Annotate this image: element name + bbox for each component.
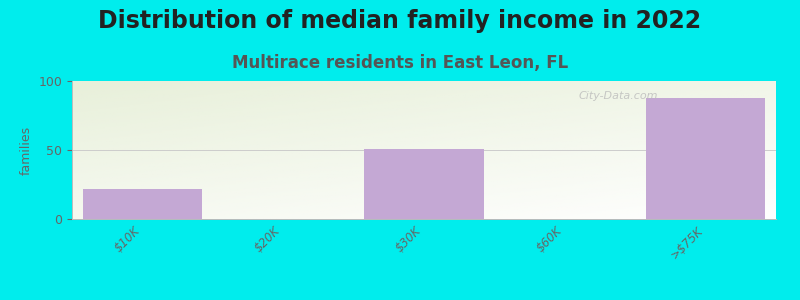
- Text: City-Data.com: City-Data.com: [579, 91, 658, 101]
- Text: Multirace residents in East Leon, FL: Multirace residents in East Leon, FL: [232, 54, 568, 72]
- Y-axis label: families: families: [20, 125, 33, 175]
- Bar: [364, 148, 484, 219]
- Bar: [646, 98, 766, 219]
- Bar: [82, 189, 202, 219]
- Text: Distribution of median family income in 2022: Distribution of median family income in …: [98, 9, 702, 33]
